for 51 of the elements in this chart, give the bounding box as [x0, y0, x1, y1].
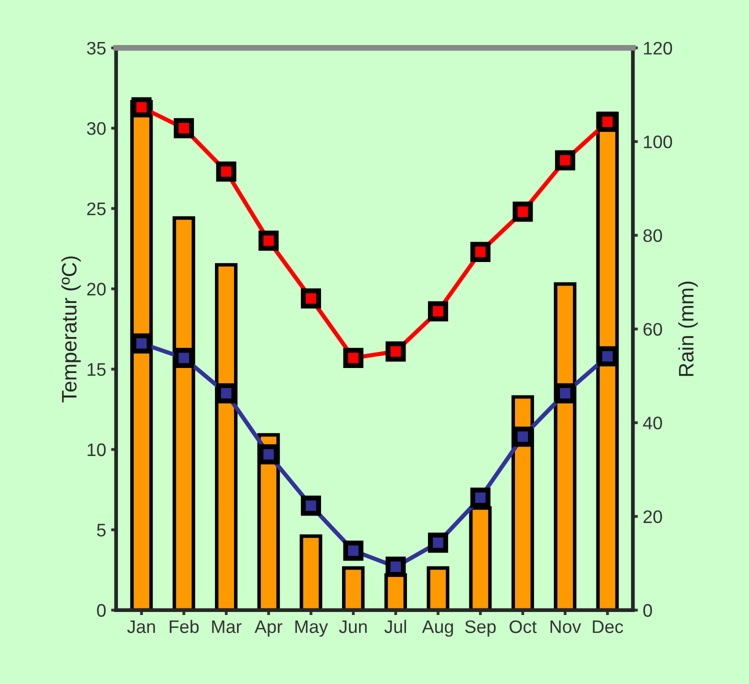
y-tick-label: 35 [86, 42, 106, 55]
y-tick-label: 25 [87, 202, 106, 216]
point [174, 348, 194, 368]
y-tick-label: 15 [88, 363, 106, 376]
x-tick-label: Feb [170, 620, 199, 634]
x-tick-label: Jun [339, 620, 367, 634]
y2-axis-title: Rain (mm) [678, 282, 698, 376]
point [300, 288, 322, 309]
point [386, 556, 406, 577]
x-tick-label: Mar [212, 620, 242, 634]
point [216, 162, 236, 182]
x-tick-label: Jul [384, 620, 406, 634]
y2-tick-label: 20 [644, 510, 662, 524]
x-tick-label: Sep [465, 620, 496, 637]
x-tick-label: Aug [422, 620, 453, 637]
point [555, 150, 576, 170]
x-tick-label: May [295, 620, 328, 637]
point [131, 97, 152, 118]
y2-tick-label: 60 [644, 322, 662, 336]
x-tick-label: Dec [592, 620, 624, 634]
point [386, 341, 406, 362]
y2-tick-label: 120 [644, 42, 672, 55]
x-tick-label: Nov [550, 620, 582, 634]
point [258, 444, 279, 464]
point [597, 112, 618, 132]
point [428, 301, 448, 322]
point [470, 242, 490, 262]
x-tick-label: Jan [127, 620, 155, 634]
y2-tick-label: 80 [643, 229, 662, 242]
y-axis-title: Temperatur (ºC) [61, 256, 81, 402]
y-tick-label: 20 [87, 282, 106, 296]
x-tick-label: Oct [510, 620, 537, 634]
y-tick-label: 10 [88, 443, 106, 456]
point [216, 383, 236, 404]
y2-tick-label: 0 [643, 604, 652, 617]
point [174, 118, 194, 138]
point [343, 540, 364, 561]
point [343, 348, 364, 368]
point [512, 426, 533, 447]
x-tick-label: Apr [254, 620, 282, 637]
y2-tick-label: 100 [644, 136, 672, 148]
point [258, 230, 279, 251]
point [428, 532, 448, 553]
point [555, 383, 576, 404]
point [300, 496, 322, 516]
y-tick-label: 0 [97, 604, 106, 617]
y-tick-label: 30 [86, 122, 106, 135]
y2-tick-label: 40 [643, 416, 662, 430]
y-tick-label: 5 [97, 524, 106, 537]
point [470, 488, 490, 508]
point [512, 202, 533, 222]
